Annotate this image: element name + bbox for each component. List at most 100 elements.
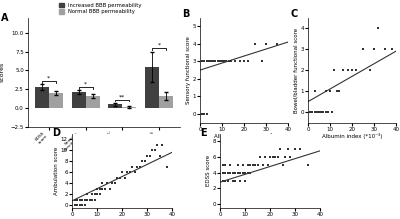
Point	[236, 60, 243, 63]
Point	[219, 60, 225, 63]
Point	[312, 110, 318, 114]
Point	[349, 68, 355, 72]
Point	[203, 112, 210, 116]
Text: *: *	[158, 43, 161, 48]
Point	[227, 163, 233, 167]
Point	[312, 89, 318, 93]
Point	[297, 148, 303, 151]
Point	[340, 68, 346, 72]
Point	[360, 47, 366, 51]
Point	[131, 170, 138, 174]
Point	[222, 179, 228, 182]
Point	[71, 203, 78, 207]
Bar	[159, 96, 173, 108]
Point	[327, 89, 333, 93]
X-axis label: Albumin index (*10⁻³): Albumin index (*10⁻³)	[322, 133, 382, 139]
Point	[254, 163, 261, 167]
Point	[366, 68, 373, 72]
Point	[91, 198, 98, 201]
Point	[223, 60, 230, 63]
Point	[96, 187, 103, 191]
Point	[304, 163, 311, 167]
Point	[307, 110, 314, 114]
Point	[312, 110, 318, 114]
Point	[126, 170, 133, 174]
Point	[210, 60, 216, 63]
Point	[210, 60, 216, 63]
Legend: Increased BBB permeability, Normal BBB permeability: Increased BBB permeability, Normal BBB p…	[59, 3, 142, 14]
Point	[388, 47, 395, 51]
Point	[257, 155, 263, 159]
Point	[141, 159, 148, 163]
Point	[203, 60, 210, 63]
Point	[279, 163, 286, 167]
Point	[221, 60, 227, 63]
Point	[89, 198, 95, 201]
Bar	[35, 87, 49, 108]
Point	[84, 193, 90, 196]
Point	[307, 110, 314, 114]
Point	[316, 110, 322, 114]
Point	[151, 148, 158, 152]
Text: *: *	[47, 76, 50, 81]
Point	[201, 60, 208, 63]
Point	[74, 203, 80, 207]
Point	[227, 171, 233, 175]
Point	[262, 155, 268, 159]
Point	[263, 42, 269, 46]
Text: A: A	[1, 13, 8, 23]
Point	[212, 60, 218, 63]
Point	[241, 60, 247, 63]
Point	[71, 203, 78, 207]
Point	[331, 68, 338, 72]
Point	[267, 155, 273, 159]
Point	[307, 110, 314, 114]
Point	[259, 163, 266, 167]
Point	[234, 163, 241, 167]
Bar	[49, 93, 63, 108]
Point	[322, 110, 329, 114]
Point	[199, 60, 206, 63]
Point	[292, 148, 298, 151]
Point	[71, 203, 78, 207]
Point	[96, 193, 103, 196]
Point	[222, 163, 228, 167]
X-axis label: Albumin index (*10⁻³): Albumin index (*10⁻³)	[214, 133, 274, 139]
Point	[232, 179, 238, 182]
Point	[104, 182, 110, 185]
Point	[84, 198, 90, 201]
Point	[307, 110, 314, 114]
Point	[249, 163, 256, 167]
Point	[229, 179, 236, 182]
Point	[224, 171, 231, 175]
Point	[144, 154, 150, 157]
Point	[94, 187, 100, 191]
Point	[156, 154, 163, 157]
Point	[245, 60, 252, 63]
Point	[252, 42, 258, 46]
Bar	[122, 107, 136, 108]
Point	[136, 165, 143, 168]
Point	[94, 193, 100, 196]
Point	[375, 26, 382, 30]
Point	[121, 176, 128, 179]
Point	[219, 171, 226, 175]
Point	[86, 198, 93, 201]
Point	[371, 47, 377, 51]
Point	[146, 154, 153, 157]
Point	[81, 198, 88, 201]
Point	[99, 187, 105, 191]
Point	[91, 193, 98, 196]
Point	[334, 89, 340, 93]
Point	[208, 60, 214, 63]
Point	[199, 60, 206, 63]
Y-axis label: Ambulation score: Ambulation score	[54, 147, 60, 195]
Point	[101, 187, 108, 191]
Point	[237, 179, 243, 182]
Point	[74, 203, 80, 207]
Point	[217, 60, 223, 63]
Text: **: **	[119, 94, 126, 99]
Point	[139, 159, 145, 163]
Point	[309, 110, 316, 114]
Bar	[86, 96, 100, 108]
